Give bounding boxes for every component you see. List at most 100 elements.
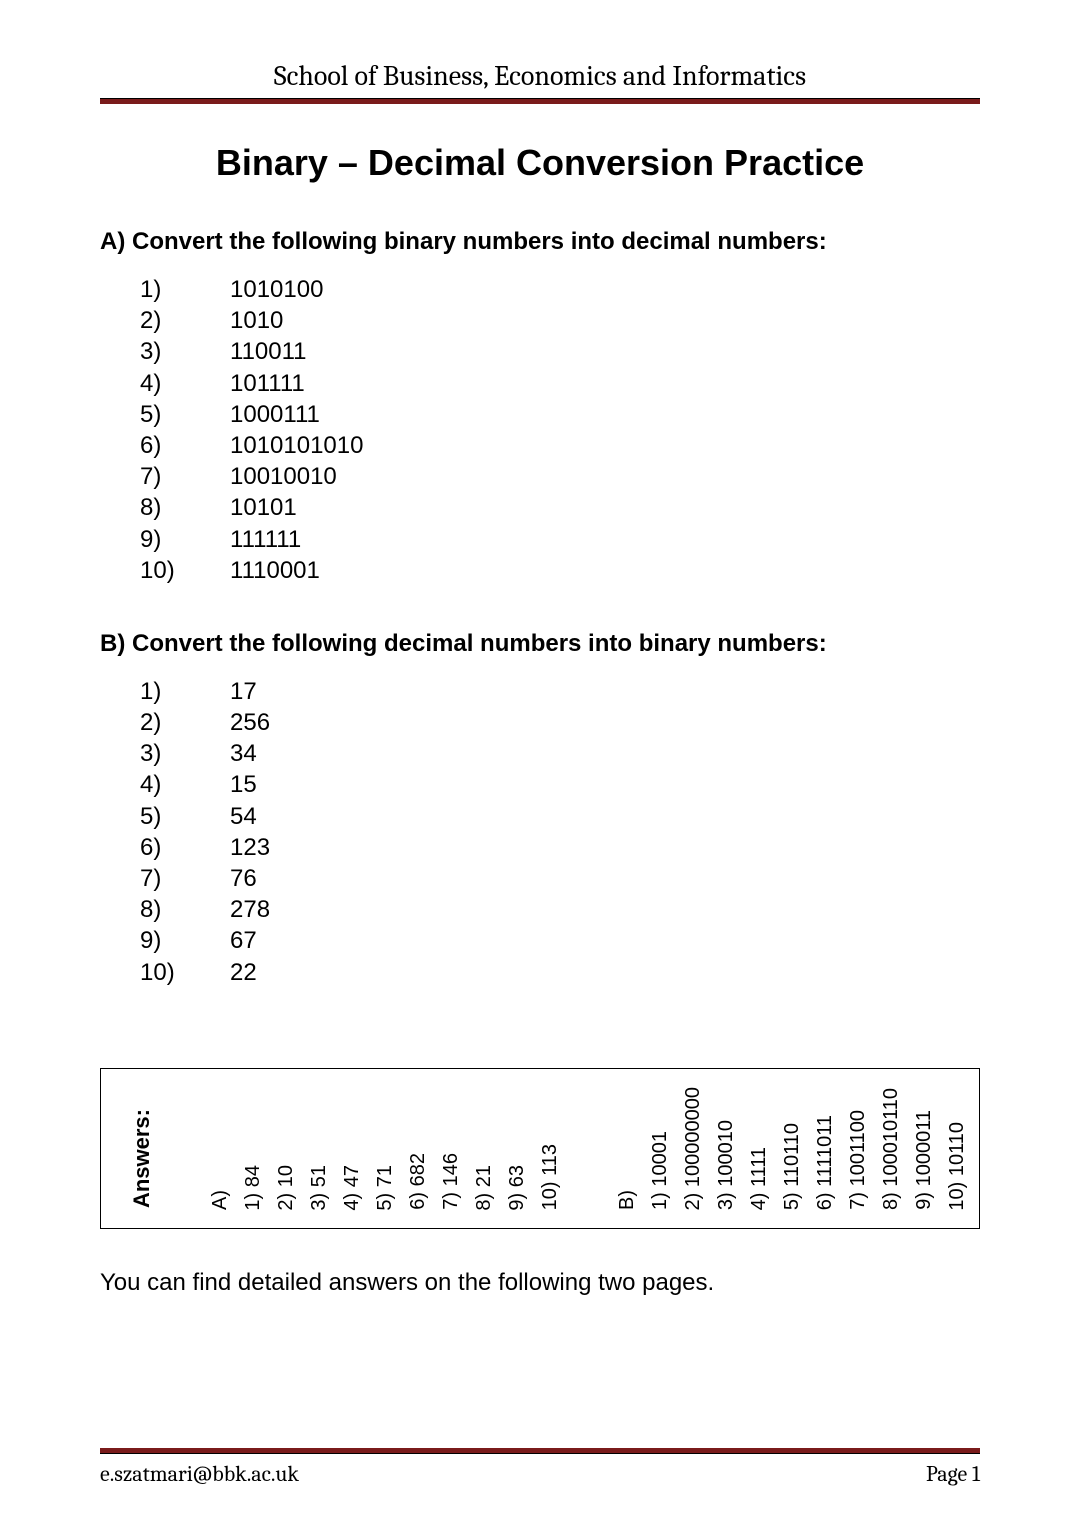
item-index: 8) xyxy=(140,492,230,523)
answers-group-a-label: A) xyxy=(209,1190,232,1210)
list-item: 8)278 xyxy=(140,894,980,925)
item-value: 110011 xyxy=(230,336,307,367)
list-item: 9)111111 xyxy=(140,524,980,555)
item-value: 123 xyxy=(230,832,270,863)
section-b-heading: B) Convert the following decimal numbers… xyxy=(100,630,980,658)
item-value: 101111 xyxy=(230,368,305,399)
footer-row: e.szatmari@bbk.ac.uk Page 1 xyxy=(100,1453,980,1487)
answer-item: 10) 113 xyxy=(539,1144,562,1210)
footnote: You can find detailed answers on the fol… xyxy=(100,1269,980,1297)
answer-item: 4) 47 xyxy=(341,1165,364,1211)
header-rule xyxy=(100,99,980,104)
answer-item: 1) 10001 xyxy=(649,1131,672,1210)
list-item: 5)54 xyxy=(140,801,980,832)
list-item: 9)67 xyxy=(140,925,980,956)
answer-item: 5) 110110 xyxy=(781,1123,804,1210)
page-title: Binary – Decimal Conversion Practice xyxy=(100,142,980,184)
list-item: 2)1010 xyxy=(140,305,980,336)
answer-item: 9) 63 xyxy=(506,1165,529,1211)
answer-item: 5) 71 xyxy=(374,1165,397,1211)
list-item: 10)1110001 xyxy=(140,555,980,586)
item-index: 9) xyxy=(140,925,230,956)
list-item: 1)1010100 xyxy=(140,274,980,305)
list-item: 6)1010101010 xyxy=(140,430,980,461)
item-value: 17 xyxy=(230,676,257,707)
item-index: 7) xyxy=(140,863,230,894)
list-item: 4)15 xyxy=(140,769,980,800)
item-value: 278 xyxy=(230,894,270,925)
answer-item: 1) 84 xyxy=(242,1165,265,1211)
item-value: 67 xyxy=(230,925,257,956)
section-a-heading: A) Convert the following binary numbers … xyxy=(100,228,980,256)
item-index: 6) xyxy=(140,832,230,863)
list-item: 4)101111 xyxy=(140,368,980,399)
answer-item: 2) 10 xyxy=(275,1165,298,1211)
item-value: 111111 xyxy=(230,524,301,555)
answers-box: Answers: A) 1) 84 2) 10 3) 51 4) 47 5) 7… xyxy=(100,1068,980,1229)
page-footer: e.szatmari@bbk.ac.uk Page 1 xyxy=(100,1446,980,1488)
answers-group-a: A) 1) 84 2) 10 3) 51 4) 47 5) 71 6) 682 … xyxy=(209,1144,562,1210)
answer-item: 3) 51 xyxy=(308,1165,331,1211)
answer-item: 6) 682 xyxy=(407,1153,430,1210)
item-value: 1110001 xyxy=(230,555,320,586)
list-item: 6)123 xyxy=(140,832,980,863)
header-school: School of Business, Economics and Inform… xyxy=(100,60,980,98)
list-item: 2)256 xyxy=(140,707,980,738)
answer-item: 9) 1000011 xyxy=(913,1110,936,1210)
page-header: School of Business, Economics and Inform… xyxy=(100,60,980,106)
section-a-list: 1)1010100 2)1010 3)110011 4)101111 5)100… xyxy=(100,274,980,586)
item-index: 10) xyxy=(140,555,230,586)
answer-item: 10) 10110 xyxy=(946,1122,969,1211)
item-index: 2) xyxy=(140,305,230,336)
item-value: 10101 xyxy=(230,492,297,523)
item-value: 10010010 xyxy=(230,461,337,492)
answer-item: 8) 100010110 xyxy=(880,1088,903,1210)
item-value: 1000111 xyxy=(230,399,320,430)
answer-item: 8) 21 xyxy=(473,1165,496,1211)
item-index: 6) xyxy=(140,430,230,461)
item-index: 3) xyxy=(140,336,230,367)
footer-email: e.szatmari@bbk.ac.uk xyxy=(100,1461,299,1487)
answer-item: 4) 1111 xyxy=(748,1147,771,1210)
list-item: 7)76 xyxy=(140,863,980,894)
item-index: 5) xyxy=(140,399,230,430)
item-index: 4) xyxy=(140,368,230,399)
item-index: 1) xyxy=(140,676,230,707)
footer-page: Page 1 xyxy=(926,1461,980,1487)
answer-item: 2) 100000000 xyxy=(682,1087,705,1210)
item-value: 1010 xyxy=(230,305,283,336)
item-value: 256 xyxy=(230,707,270,738)
answer-item: 7) 1001100 xyxy=(847,1110,870,1210)
page-container: School of Business, Economics and Inform… xyxy=(0,0,1080,1527)
list-item: 8)10101 xyxy=(140,492,980,523)
item-index: 8) xyxy=(140,894,230,925)
item-value: 34 xyxy=(230,738,257,769)
answers-group-b-label: B) xyxy=(616,1190,639,1210)
answers-label: Answers: xyxy=(129,1109,155,1210)
item-index: 4) xyxy=(140,769,230,800)
answer-item: 6) 1111011 xyxy=(814,1115,837,1210)
section-b-list: 1)17 2)256 3)34 4)15 5)54 6)123 7)76 8)2… xyxy=(100,676,980,988)
item-index: 10) xyxy=(140,957,230,988)
answer-item: 3) 100010 xyxy=(715,1120,738,1210)
item-index: 5) xyxy=(140,801,230,832)
item-index: 9) xyxy=(140,524,230,555)
item-value: 1010101010 xyxy=(230,430,363,461)
list-item: 3)110011 xyxy=(140,336,980,367)
item-value: 1010100 xyxy=(230,274,323,305)
answers-group-b: B) 1) 10001 2) 100000000 3) 100010 4) 11… xyxy=(616,1087,969,1210)
item-value: 22 xyxy=(230,957,257,988)
list-item: 5)1000111 xyxy=(140,399,980,430)
list-item: 3)34 xyxy=(140,738,980,769)
list-item: 7)10010010 xyxy=(140,461,980,492)
item-value: 15 xyxy=(230,769,257,800)
item-index: 7) xyxy=(140,461,230,492)
list-item: 1)17 xyxy=(140,676,980,707)
item-value: 54 xyxy=(230,801,257,832)
item-index: 2) xyxy=(140,707,230,738)
answer-item: 7) 146 xyxy=(440,1153,463,1210)
item-index: 3) xyxy=(140,738,230,769)
list-item: 10)22 xyxy=(140,957,980,988)
item-index: 1) xyxy=(140,274,230,305)
item-value: 76 xyxy=(230,863,257,894)
